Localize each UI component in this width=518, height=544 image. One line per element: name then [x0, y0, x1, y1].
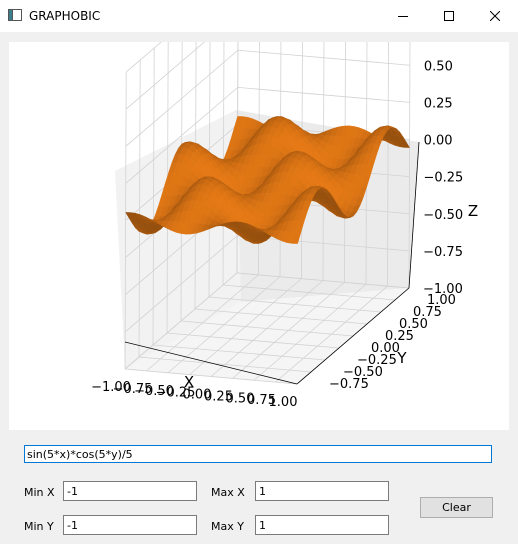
- floor-grid-line: [232, 282, 345, 379]
- side-grid-line: [125, 42, 205, 110]
- y-tick-label: 0.50: [399, 317, 428, 332]
- x-tick-label: 0.75: [247, 393, 276, 408]
- x-tick-label: 1.00: [269, 395, 298, 410]
- plot-canvas[interactable]: −1.00 −0.75 −0.50 −0.25 0.00 0.25 0.50 0.75 1.00…: [9, 42, 509, 430]
- min-x-field[interactable]: [63, 481, 197, 501]
- side-grid-line: [125, 42, 162, 73]
- floor-grid-line: [222, 284, 396, 301]
- y-tick-label: 0.25: [385, 329, 414, 344]
- pane-floor: [125, 288, 409, 384]
- floor-grid-line: [208, 296, 382, 313]
- y-tick-label: 0.75: [413, 305, 442, 320]
- z-tick-label: −0.50: [423, 208, 463, 223]
- x-tick-label: −1.00: [91, 380, 131, 395]
- maximize-button[interactable]: [426, 0, 472, 32]
- y-axis-line: [296, 287, 410, 385]
- back-grid-line: [237, 86, 410, 103]
- z-tick-label: −0.25: [423, 171, 463, 186]
- x-axis-line: [124, 341, 298, 385]
- y-tick-label: −0.75: [329, 377, 369, 392]
- y-tick-label: 0.00: [371, 341, 400, 356]
- z-tick-label: 0.25: [424, 96, 453, 111]
- max-x-field[interactable]: [255, 481, 389, 501]
- min-y-label: Min Y: [24, 520, 54, 533]
- minimize-button[interactable]: [380, 0, 426, 32]
- axis-ticks: −1.00−0.75−0.50−0.250.000.250.500.751.00…: [91, 59, 463, 410]
- z-tick-label: 0.50: [424, 59, 453, 74]
- max-y-field[interactable]: [255, 515, 389, 535]
- floor-grid-line: [253, 283, 367, 381]
- x-axis-label: X: [184, 373, 194, 391]
- expression-input[interactable]: [24, 445, 492, 463]
- min-x-label: Min X: [24, 486, 55, 499]
- window-title: GRAPHOBIC: [29, 9, 101, 23]
- floor-grid-line: [236, 272, 410, 289]
- min-y-field[interactable]: [63, 515, 197, 535]
- x-tick-label: 0.50: [226, 391, 255, 406]
- z-tick-label: −0.75: [423, 245, 463, 260]
- x-tick-label: −0.75: [113, 382, 153, 397]
- close-icon: [490, 11, 500, 21]
- y-tick-label: 1.00: [427, 293, 456, 308]
- minimize-icon: [398, 16, 408, 17]
- z-tick-label: −1.00: [423, 282, 463, 297]
- max-y-label: Max Y: [211, 520, 244, 533]
- side-grid-line: [125, 87, 239, 184]
- side-grid-line: [222, 42, 225, 286]
- surface-plot: −1.00−0.75−0.50−0.250.000.250.500.751.00…: [91, 42, 478, 410]
- floor-grid-line: [275, 285, 388, 383]
- y-axis-label: Y: [396, 349, 407, 367]
- y-tick-label: −0.50: [343, 365, 383, 380]
- z-axis-label: Z: [468, 202, 478, 220]
- x-tick-label: 0.00: [183, 388, 212, 403]
- maximize-icon: [444, 11, 454, 21]
- max-x-label: Max X: [211, 486, 245, 499]
- x-tick-label: −0.25: [156, 386, 196, 401]
- close-button[interactable]: [472, 0, 518, 32]
- floor-grid-line: [180, 320, 354, 337]
- side-grid-line: [125, 49, 239, 147]
- back-grid-line: [237, 49, 410, 66]
- title-bar: GRAPHOBIC: [0, 0, 518, 32]
- side-grid-line: [208, 42, 211, 298]
- x-tick-label: −0.50: [134, 384, 174, 399]
- z-tick-label: 0.00: [424, 134, 453, 149]
- surface-patch: [292, 231, 302, 244]
- back-grid-line: [408, 42, 411, 289]
- y-tick-label: −0.25: [357, 353, 397, 368]
- x-tick-label: 0.25: [204, 389, 233, 404]
- z-axis-line: [408, 141, 420, 289]
- app-icon: [8, 9, 22, 21]
- floor-grid-line: [194, 308, 368, 325]
- clear-button[interactable]: Clear: [420, 497, 493, 518]
- surface: [125, 116, 410, 244]
